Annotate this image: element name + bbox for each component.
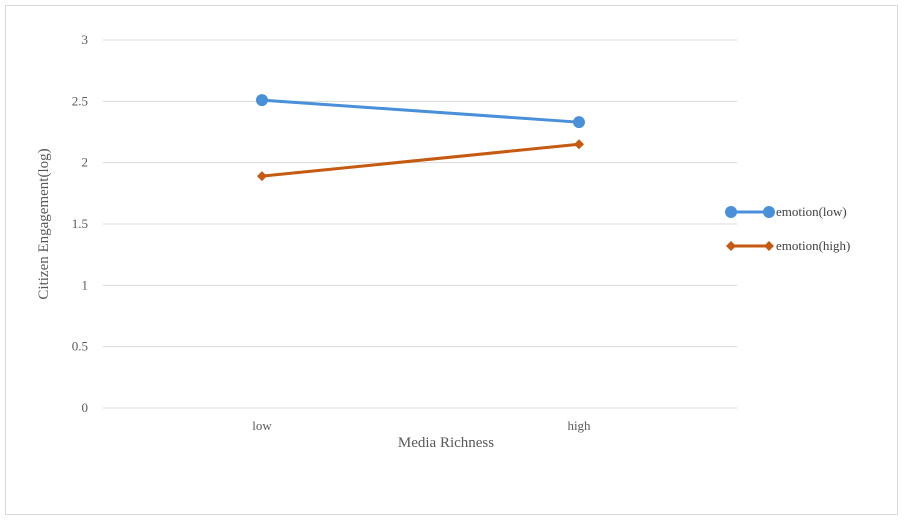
x-axis-ticks: low high [252, 418, 591, 433]
data-point [256, 94, 268, 107]
data-point [574, 139, 584, 150]
y-tick-label: 1 [82, 277, 89, 292]
y-axis-ticks: 0 0.5 1 1.5 2 2.5 3 [72, 32, 88, 415]
chart-frame [5, 5, 898, 515]
y-tick-label: 1.5 [72, 216, 88, 231]
y-tick-label: 2.5 [72, 93, 88, 108]
legend-item: emotion(high) [726, 238, 850, 253]
legend-marker [726, 241, 736, 251]
x-tick-label: high [567, 418, 591, 433]
series-1 [257, 139, 584, 182]
legend-marker [763, 206, 775, 218]
legend-marker [764, 241, 774, 251]
data-point [573, 116, 585, 129]
y-tick-label: 0 [82, 400, 89, 415]
y-tick-label: 0.5 [72, 339, 88, 354]
legend: emotion(low) emotion(high) [725, 204, 850, 253]
x-tick-label: low [252, 418, 272, 433]
series-line [260, 98, 581, 124]
y-tick-label: 3 [82, 32, 89, 47]
x-axis-title: Media Richness [398, 435, 494, 451]
series-0 [256, 94, 585, 129]
y-tick-label: 2 [82, 155, 89, 170]
legend-label: emotion(high) [776, 238, 850, 253]
legend-label: emotion(low) [776, 204, 847, 219]
gridlines [103, 39, 737, 409]
legend-item: emotion(low) [725, 204, 847, 219]
series-lines [256, 94, 585, 182]
legend-marker [725, 206, 737, 218]
data-point [257, 171, 267, 182]
series-line [260, 142, 581, 178]
y-axis-title: Citizen Engagement(log) [36, 148, 52, 299]
